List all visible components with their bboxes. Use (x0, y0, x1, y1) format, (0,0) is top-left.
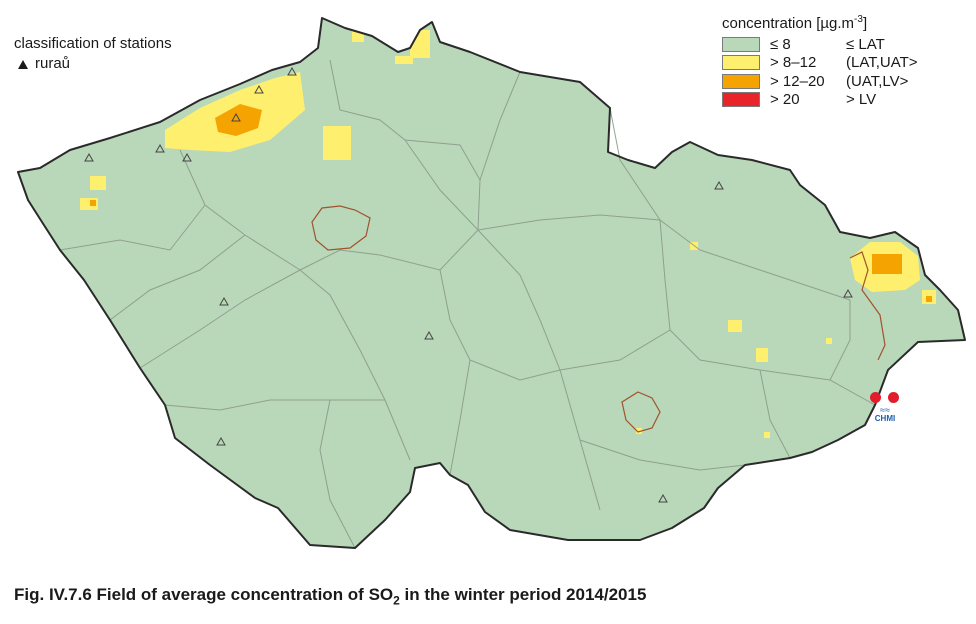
ostrava-border (849, 251, 886, 361)
station-triangle-icon (216, 436, 226, 446)
station-legend: classification of stations ruraů (14, 34, 172, 74)
city-borders (311, 205, 886, 433)
station-legend-label: ruraů (35, 55, 71, 72)
logo-wave-icon: ≈≈ (880, 405, 890, 415)
legend-swatch (722, 36, 760, 52)
station-markers (84, 66, 853, 503)
concentration-legend-title: concentration [µg.m-3] (722, 14, 868, 32)
legend-limit: (LAT,UAT> (846, 54, 918, 72)
legend-swatch (722, 55, 760, 71)
legend-label: ≤ 8 (770, 35, 791, 53)
country-shape (18, 18, 965, 548)
legend-limit: ≤ LAT (846, 35, 885, 53)
station-triangle-icon (424, 330, 434, 340)
prague-border (311, 205, 371, 251)
logo-dot-icon (870, 392, 881, 403)
logo-dot-icon (888, 392, 899, 403)
legend-swatch (722, 73, 760, 89)
station-triangle-icon (84, 152, 94, 162)
legend-row: ≤ 8 ≤ LAT (722, 35, 918, 54)
station-triangle-icon (843, 288, 853, 298)
station-triangle-icon (254, 84, 264, 94)
station-triangle-icon (219, 296, 229, 306)
concentration-area-12-20 (90, 104, 932, 302)
station-triangle-icon (182, 152, 192, 162)
logo-text: CHMI (874, 414, 896, 423)
legend-row: > 12–20 (UAT,LV> (722, 72, 918, 91)
station-triangle-icon (658, 493, 668, 503)
figure-caption: Fig. IV.7.6 Field of average concentrati… (14, 585, 647, 608)
legend-label: > 12–20 (770, 72, 825, 90)
station-legend-title: classification of stations (14, 35, 172, 52)
legend-row: > 8–12 (LAT,UAT> (722, 54, 918, 73)
station-triangle-icon (231, 112, 241, 122)
map-canvas (17, 17, 966, 549)
station-triangle-icon (155, 143, 165, 153)
station-legend-item: ruraů (18, 54, 172, 74)
legend-label: > 8–12 (770, 54, 817, 72)
legend-limit: (UAT,LV> (846, 72, 909, 90)
chmi-logo: ≈≈ CHMI (868, 392, 902, 423)
country-border (17, 17, 966, 549)
region-lines (59, 59, 876, 549)
concentration-legend: concentration [µg.m-3] ≤ 8 ≤ LAT > 8–12 … (722, 14, 918, 109)
triangle-icon (18, 59, 28, 69)
legend-limit: > LV (846, 91, 877, 109)
legend-swatch (722, 92, 760, 108)
station-triangle-icon (714, 180, 724, 190)
legend-label: > 20 (770, 91, 800, 109)
legend-row: > 20 > LV (722, 91, 918, 110)
brno-border (621, 391, 661, 433)
station-triangle-icon (287, 66, 297, 76)
